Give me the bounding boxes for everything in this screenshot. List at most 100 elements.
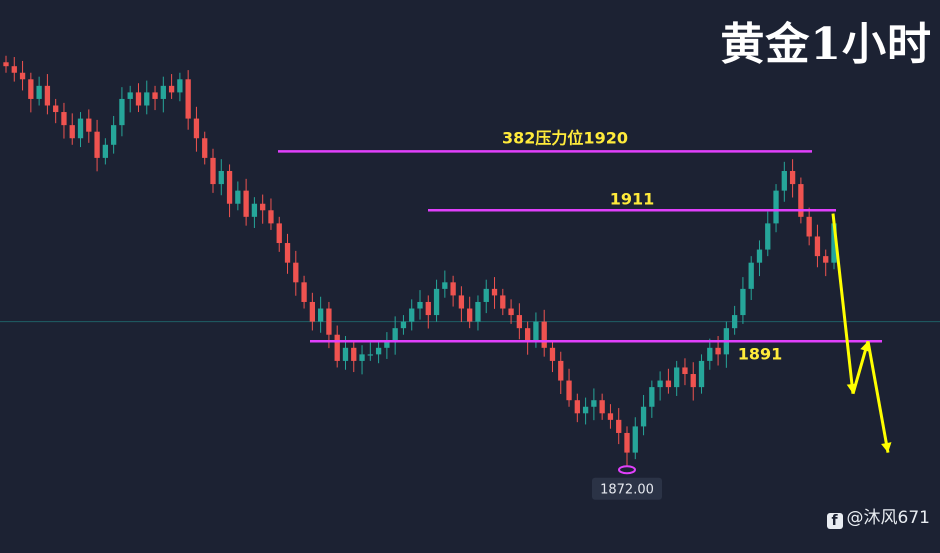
candle-body <box>475 301 481 322</box>
candle-body <box>19 72 26 80</box>
candle-body <box>425 301 431 316</box>
candle-body <box>616 419 622 433</box>
candle-body <box>86 118 92 132</box>
candle-body <box>351 347 357 361</box>
candle-body <box>409 308 415 322</box>
level-label: 1911 <box>610 189 655 208</box>
candle-body <box>806 216 812 237</box>
candle-body <box>53 105 59 113</box>
candle-body <box>740 288 746 316</box>
candle-body <box>781 170 787 191</box>
candle-body <box>690 374 696 388</box>
candle-body <box>591 400 597 407</box>
facebook-icon: f <box>826 513 843 529</box>
candle-body <box>657 380 663 388</box>
candle-body <box>674 367 680 388</box>
candle-body <box>731 315 738 329</box>
candle-body <box>483 288 489 302</box>
candle-body <box>392 328 398 342</box>
candle-body <box>773 190 779 224</box>
candle-body <box>193 118 200 139</box>
forecast-segment <box>866 341 890 453</box>
watermark-text: @沐风671 <box>846 508 930 528</box>
candle-body <box>524 328 531 342</box>
level-label: 1891 <box>738 344 783 363</box>
candle-body <box>185 79 191 119</box>
candle-body <box>119 98 125 126</box>
candle-body <box>210 157 216 185</box>
candle-body <box>748 262 754 289</box>
candle-body <box>301 282 307 302</box>
candle-body <box>102 144 109 158</box>
candle-body <box>284 243 291 263</box>
candle-body <box>665 380 672 388</box>
candle-body <box>359 354 365 361</box>
candle-body <box>566 380 572 401</box>
candle-body <box>649 387 655 407</box>
candle-body <box>226 170 233 204</box>
candle-body <box>417 301 423 309</box>
candle-body <box>44 85 51 106</box>
candle-body <box>549 347 556 361</box>
candle-body <box>607 413 614 420</box>
candle-body <box>624 432 630 453</box>
candle-body <box>218 170 224 185</box>
candle-body <box>69 125 75 139</box>
candle-body <box>698 360 705 388</box>
candle-body <box>682 367 688 375</box>
candle-body <box>110 125 117 145</box>
candle-body <box>798 184 804 217</box>
level-label: 382压力位1920 <box>502 128 628 147</box>
candle-body <box>632 426 638 453</box>
candle-body <box>765 223 771 250</box>
candle-body <box>458 295 465 309</box>
candle-body <box>400 321 407 329</box>
low-price-tag <box>592 477 662 500</box>
low-marker: 1872.00 <box>592 465 662 500</box>
forecast-arrows <box>831 213 892 453</box>
candle-body <box>541 321 547 348</box>
candle-body <box>789 170 796 185</box>
candle-body <box>533 321 539 342</box>
candle-body <box>375 347 382 355</box>
candle-body <box>251 203 258 217</box>
candle-body <box>61 112 67 126</box>
candle-body <box>326 308 332 335</box>
candle-body <box>491 288 498 296</box>
candle-body <box>433 288 440 316</box>
candle-body <box>152 92 158 99</box>
candle-body <box>202 138 208 158</box>
candle-body <box>334 334 340 361</box>
candle-body <box>160 85 166 99</box>
candle-body <box>135 92 142 106</box>
candle-body <box>342 347 349 361</box>
candle-body <box>599 400 605 414</box>
candle-body <box>574 400 580 414</box>
candle-body <box>640 406 647 427</box>
candle-body <box>77 118 84 139</box>
candle-body <box>11 66 17 73</box>
candle-body <box>276 223 282 244</box>
candle-body <box>715 347 721 355</box>
candle-body <box>831 223 837 263</box>
candle-body <box>94 131 100 158</box>
candle-body <box>500 295 506 309</box>
candle-body <box>177 79 183 93</box>
candle-body <box>168 85 175 93</box>
candle-body <box>3 62 9 67</box>
candle-body <box>467 308 473 322</box>
watermark: f @沐风671 <box>826 503 930 529</box>
candle-body <box>317 308 324 322</box>
forecast-arrowhead <box>881 442 892 453</box>
candles-group <box>3 55 837 467</box>
candle-body <box>293 262 299 283</box>
candle-body <box>127 92 133 99</box>
low-circle <box>618 465 636 475</box>
candle-body <box>309 301 316 322</box>
candle-body <box>558 360 564 381</box>
candle-body <box>235 190 241 204</box>
candle-body <box>823 256 829 263</box>
candle-body <box>814 236 821 257</box>
candle-body <box>582 406 589 414</box>
candle-body <box>516 315 523 329</box>
